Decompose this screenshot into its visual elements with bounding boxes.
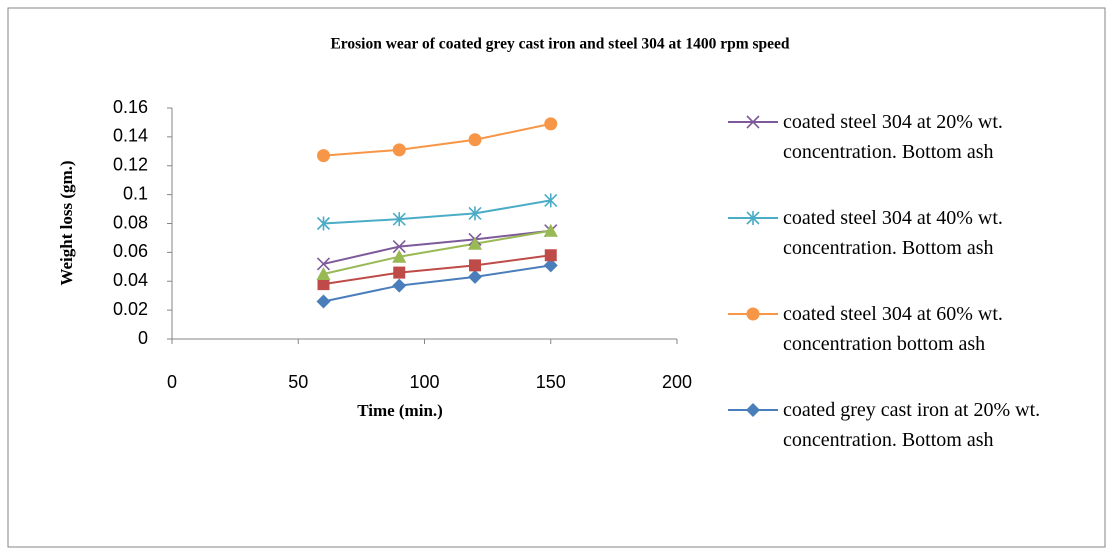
marker (316, 257, 331, 271)
marker (316, 267, 331, 281)
x-tick-label: 100 (409, 372, 439, 392)
marker (468, 206, 482, 221)
y-tick-label: 0.12 (113, 155, 148, 175)
marker (317, 149, 330, 163)
marker (392, 212, 406, 227)
marker (544, 249, 557, 262)
marker (746, 115, 760, 129)
y-axis-label: Weight loss (gm.) (57, 160, 76, 285)
marker (392, 278, 407, 293)
marker (543, 223, 558, 237)
marker (746, 211, 760, 225)
marker (392, 240, 406, 254)
legend-label: coated steel 304 at 60% wt. concentratio… (783, 303, 1003, 355)
series-line (323, 254, 551, 286)
marker (316, 294, 331, 309)
marker (392, 143, 406, 157)
legend-label: coated steel 304 at 20% wt. concentratio… (783, 111, 1003, 163)
marker (393, 266, 406, 279)
y-tick-label: 0.1 (123, 183, 148, 203)
x-axis-label: Time (min.) (357, 401, 443, 420)
x-tick-label: 50 (288, 372, 308, 392)
x-tick-label: 0 (167, 372, 177, 392)
marker (468, 133, 482, 147)
legend-label: coated grey cast iron at 20% wt. concent… (783, 399, 1041, 451)
y-tick-label: 0.16 (113, 97, 148, 117)
marker (468, 269, 482, 284)
marker (469, 259, 481, 272)
marker (392, 249, 407, 263)
marker (746, 307, 760, 321)
series-line (323, 264, 551, 303)
y-tick-label: 0.04 (113, 270, 148, 290)
y-tick-label: 0.06 (113, 241, 148, 261)
marker (544, 193, 558, 208)
marker (544, 117, 558, 131)
y-tick-label: 0.08 (113, 212, 148, 232)
marker (316, 216, 331, 231)
x-tick-label: 200 (662, 372, 692, 392)
x-tick-label: 150 (536, 372, 566, 392)
marker (746, 403, 760, 417)
chart-title: Erosion wear of coated grey cast iron an… (330, 36, 789, 53)
y-tick-label: 0 (138, 328, 148, 348)
chart-border (7, 7, 1106, 548)
legend-label: coated steel 304 at 40% wt. concentratio… (783, 207, 1003, 259)
series-line (323, 229, 551, 276)
marker (468, 236, 482, 250)
marker (543, 258, 558, 273)
series-line (323, 199, 551, 225)
y-tick-label: 0.02 (113, 299, 148, 319)
series-line (323, 229, 551, 265)
series-line (323, 122, 551, 157)
marker (317, 278, 330, 291)
y-tick-label: 0.14 (113, 126, 148, 146)
